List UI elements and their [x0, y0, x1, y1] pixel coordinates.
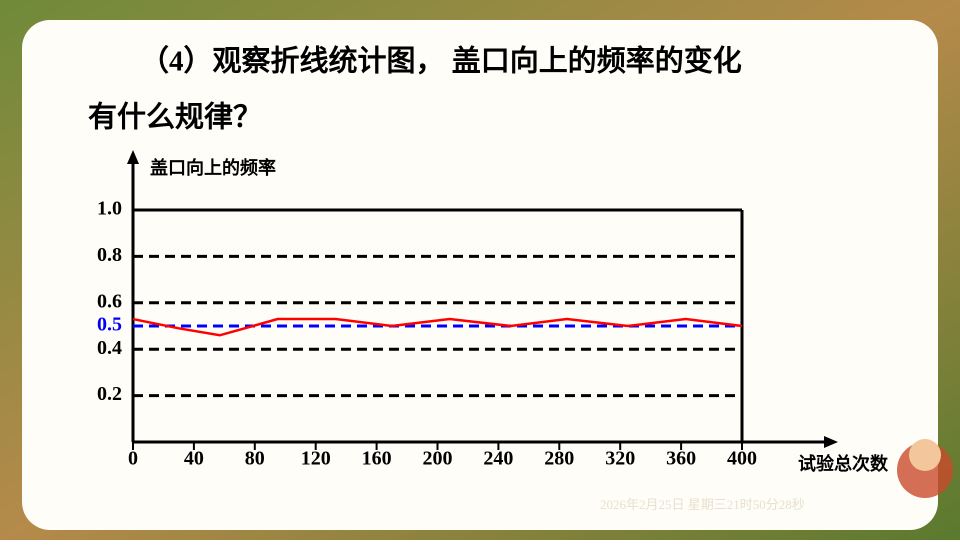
x-tick-label: 280 [544, 448, 574, 470]
x-tick-label: 200 [423, 448, 453, 470]
x-tick-label: 120 [301, 448, 331, 470]
x-tick-label: 160 [362, 448, 392, 470]
y-tick-label: 0.6 [97, 290, 122, 312]
timestamp: 2026年2月25日 星期三21时50分28秒 [600, 497, 805, 512]
y-tick-label: 1.0 [97, 198, 122, 220]
x-tick-label: 320 [605, 448, 635, 470]
x-tick-label: 400 [727, 448, 757, 470]
y-tick-label: 0.5 [97, 314, 122, 336]
x-tick-label: 0 [128, 448, 138, 470]
x-axis-label: 试验总次数 [798, 453, 889, 474]
x-tick-label: 360 [666, 448, 696, 470]
panel [22, 20, 938, 530]
y-tick-label: 0.8 [97, 244, 122, 266]
question-line: 有什么规律？ [88, 101, 262, 134]
x-tick-label: 80 [245, 448, 265, 470]
y-axis-label: 盖口向上的频率 [150, 157, 276, 178]
y-tick-label: 0.2 [97, 383, 122, 405]
question-line: （4）观察折线统计图， 盖口向上的频率的变化 [140, 44, 742, 78]
x-tick-label: 40 [184, 448, 204, 470]
x-arrow [824, 436, 838, 448]
y-tick-label: 0.4 [97, 337, 122, 359]
data-line [132, 317, 743, 337]
x-tick-label: 240 [483, 448, 513, 470]
character-icon-face [909, 439, 941, 471]
y-arrow [127, 150, 139, 164]
